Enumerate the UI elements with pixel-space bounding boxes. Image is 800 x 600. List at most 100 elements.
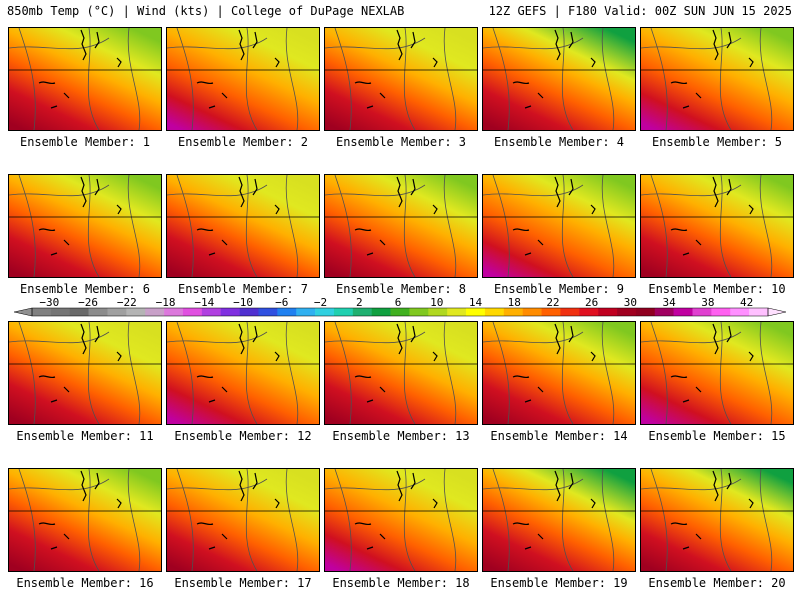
- height-contour: [9, 37, 110, 50]
- height-contour: [18, 175, 36, 277]
- height-contour: [334, 28, 352, 130]
- height-contour: [492, 322, 510, 424]
- member-label: Ensemble Member: 15: [648, 429, 786, 443]
- colorbar-segment: [69, 308, 89, 316]
- height-contour: [403, 175, 416, 277]
- height-contour: [650, 28, 668, 130]
- coastline: [512, 470, 596, 550]
- height-contour: [167, 478, 268, 491]
- height-contour: [87, 28, 100, 130]
- ensemble-member-map: [8, 321, 162, 425]
- height-contour: [601, 28, 615, 130]
- height-contour: [285, 469, 299, 571]
- height-contour: [601, 175, 615, 277]
- member-label: Ensemble Member: 18: [332, 576, 470, 590]
- colorbar-segment: [541, 308, 561, 316]
- coastline: [670, 29, 754, 109]
- height-contour: [9, 184, 110, 197]
- height-contour: [176, 175, 194, 277]
- height-contour: [334, 469, 352, 571]
- height-contour: [483, 184, 584, 197]
- height-contour: [325, 478, 426, 491]
- colorbar-segment: [673, 308, 693, 316]
- height-contour: [719, 175, 732, 277]
- height-contour: [127, 175, 141, 277]
- colorbar-tick-label: −6: [275, 296, 288, 309]
- temperature-field: [483, 469, 635, 571]
- height-contour: [325, 331, 426, 344]
- colorbar-tick-label: −2: [314, 296, 327, 309]
- coastline: [38, 323, 122, 403]
- coastline: [196, 29, 280, 109]
- temperature-field: [167, 175, 319, 277]
- colorbar-segment: [579, 308, 599, 316]
- height-contour: [176, 28, 194, 130]
- member-label: Ensemble Member: 7: [177, 282, 309, 296]
- height-contour: [483, 331, 584, 344]
- member-label: Ensemble Member: 4: [493, 135, 625, 149]
- height-contour: [325, 37, 426, 50]
- colorbar-segment: [409, 308, 429, 316]
- colorbar-segment: [220, 308, 240, 316]
- colorbar-outline: [31, 307, 769, 317]
- colorbar-tick-label: 6: [395, 296, 402, 309]
- ensemble-member-map: [166, 27, 320, 131]
- coastline: [354, 29, 438, 109]
- colorbar-segment: [277, 308, 297, 316]
- ensemble-member-map: [482, 27, 636, 131]
- height-contour: [443, 28, 457, 130]
- member-label: Ensemble Member: 3: [335, 135, 467, 149]
- chart-title: 850mb Temp (°C) | Wind (kts) | College o…: [7, 4, 405, 18]
- colorbar-segment: [333, 308, 354, 316]
- height-contour: [492, 469, 510, 571]
- ensemble-member-map: [166, 468, 320, 572]
- colorbar-tick-label: −10: [233, 296, 253, 309]
- height-contour: [601, 469, 615, 571]
- ensemble-member-map: [324, 27, 478, 131]
- height-contour: [759, 28, 773, 130]
- height-contour: [759, 322, 773, 424]
- colorbar-segment: [145, 308, 165, 316]
- colorbar-segment: [32, 308, 52, 316]
- colorbar-tick-label: 18: [508, 296, 521, 309]
- colorbar-segment: [447, 308, 467, 316]
- colorbar-tick-label: −18: [156, 296, 176, 309]
- height-contour: [334, 175, 352, 277]
- temperature-field: [483, 322, 635, 424]
- colorbar-segment: [352, 308, 372, 316]
- height-contour: [483, 478, 584, 491]
- ensemble-member-map: [324, 321, 478, 425]
- height-contour: [719, 28, 732, 130]
- colorbar-high-arrow: [767, 307, 787, 317]
- temperature-field: [641, 28, 793, 130]
- height-contour: [561, 175, 574, 277]
- member-label: Ensemble Member: 11: [16, 429, 154, 443]
- ensemble-member-map: [482, 468, 636, 572]
- member-label: Ensemble Member: 16: [16, 576, 154, 590]
- temperature-field: [167, 322, 319, 424]
- height-contour: [87, 469, 100, 571]
- temperature-field: [641, 469, 793, 571]
- colorbar-tick-label: −30: [39, 296, 59, 309]
- height-contour: [650, 469, 668, 571]
- ensemble-member-map: [8, 27, 162, 131]
- colorbar-segment: [239, 308, 259, 316]
- colorbar-low-arrow: [13, 307, 33, 317]
- member-label: Ensemble Member: 13: [332, 429, 470, 443]
- height-contour: [245, 322, 258, 424]
- temperature-field: [325, 322, 477, 424]
- colorbar-segment: [598, 308, 618, 316]
- ensemble-member-map: [640, 321, 794, 425]
- height-contour: [759, 175, 773, 277]
- height-contour: [403, 28, 416, 130]
- ensemble-member-map: [640, 27, 794, 131]
- member-label: Ensemble Member: 5: [651, 135, 783, 149]
- colorbar-tick-label: 38: [701, 296, 714, 309]
- height-contour: [325, 184, 426, 197]
- coastline: [354, 176, 438, 256]
- height-contour: [167, 37, 268, 50]
- coastline: [38, 29, 122, 109]
- height-contour: [641, 331, 742, 344]
- height-contour: [285, 28, 299, 130]
- ensemble-member-map: [8, 174, 162, 278]
